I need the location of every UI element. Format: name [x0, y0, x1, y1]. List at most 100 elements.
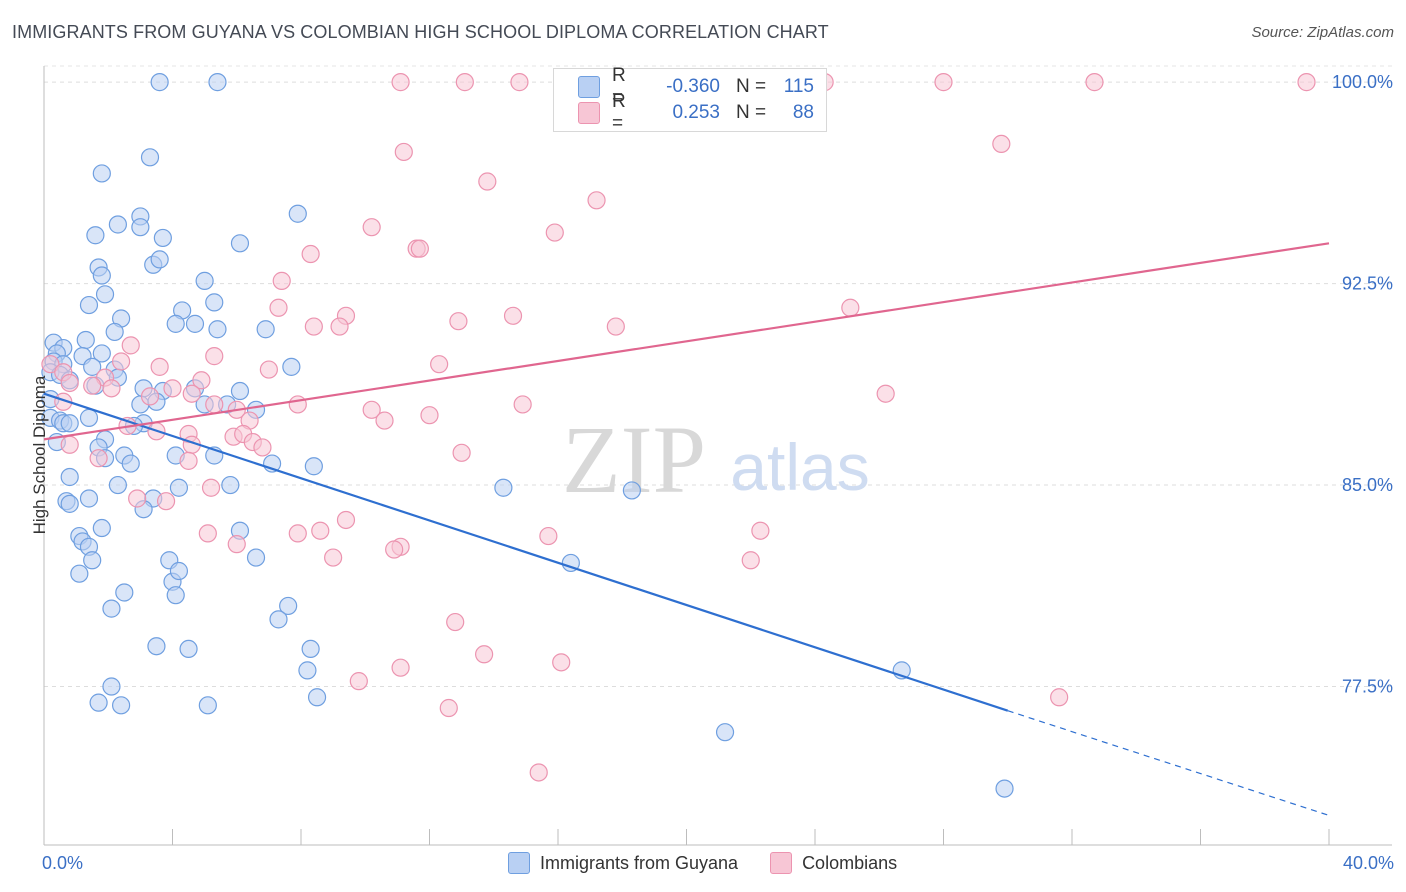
point-colombians — [391, 658, 410, 677]
legend-item-guyana[interactable]: Immigrants from Guyana — [508, 852, 738, 874]
point-colombians — [455, 73, 474, 92]
point-colombians — [288, 524, 307, 543]
point-colombians — [741, 551, 760, 570]
point-colombians — [140, 387, 160, 406]
point-colombians — [41, 355, 60, 374]
point-guyana — [76, 330, 95, 350]
source-note: Source: ZipAtlas.com — [1251, 24, 1394, 41]
point-guyana — [153, 228, 172, 248]
point-colombians — [336, 510, 356, 530]
n-label: N = — [736, 102, 767, 123]
point-guyana — [279, 596, 298, 616]
point-guyana — [198, 696, 217, 715]
point-colombians — [269, 298, 288, 317]
point-guyana — [230, 234, 250, 253]
point-guyana — [169, 478, 189, 497]
point-guyana — [83, 357, 102, 376]
r-label: R = — [612, 91, 626, 134]
trend-line-guyana-extension — [1007, 710, 1330, 817]
point-guyana — [92, 266, 111, 285]
point-guyana — [92, 164, 111, 183]
point-colombians — [1297, 73, 1316, 92]
point-colombians — [439, 698, 458, 718]
point-colombians — [876, 384, 895, 403]
point-colombians — [449, 312, 468, 331]
point-colombians — [410, 239, 429, 258]
watermark-atlas: atlas — [730, 430, 869, 504]
y-axis-label: High School Diploma — [30, 375, 49, 535]
point-colombians — [545, 223, 564, 242]
point-colombians — [362, 218, 381, 237]
y-tick-labels: 77.5% 85.0% 92.5% 100.0% — [1332, 72, 1393, 696]
point-colombians — [301, 244, 320, 264]
n-label: N = — [736, 76, 767, 97]
axes — [43, 66, 1392, 846]
point-colombians — [102, 379, 121, 398]
legend-swatch-colombians — [770, 852, 793, 874]
point-colombians — [420, 406, 439, 425]
swatch-colombians — [578, 102, 600, 124]
point-guyana — [86, 226, 105, 245]
point-guyana — [150, 73, 169, 92]
point-colombians — [841, 298, 860, 317]
point-colombians — [253, 438, 272, 457]
series-legend: Immigrants from Guyana Colombians — [508, 852, 929, 874]
point-guyana — [92, 344, 111, 363]
point-guyana — [715, 723, 735, 742]
point-colombians — [751, 521, 770, 540]
point-guyana — [269, 610, 288, 629]
point-guyana — [166, 314, 185, 333]
point-colombians — [391, 73, 410, 92]
point-guyana — [169, 561, 189, 581]
legend-label-colombians: Colombians — [802, 852, 898, 873]
n-value: 115 — [783, 76, 814, 97]
point-colombians — [259, 360, 278, 379]
point-guyana — [108, 475, 127, 495]
point-colombians — [163, 379, 182, 398]
trend-lines — [43, 242, 1330, 817]
legend-swatch-guyana — [508, 852, 530, 874]
point-colombians — [452, 443, 471, 462]
point-guyana — [115, 583, 134, 602]
point-guyana — [140, 148, 160, 167]
point-colombians — [529, 763, 548, 782]
point-colombians — [1050, 688, 1069, 707]
point-colombians — [272, 271, 291, 290]
point-guyana — [102, 599, 121, 618]
point-guyana — [60, 494, 79, 513]
point-guyana — [166, 586, 185, 605]
point-colombians — [192, 371, 211, 390]
stats-row-colombians: R = 0.253 N = 88 — [578, 91, 814, 134]
point-colombians — [182, 384, 201, 403]
point-colombians — [349, 672, 368, 691]
point-colombians — [513, 395, 532, 414]
point-colombians — [375, 411, 394, 430]
r-value: 0.253 — [672, 102, 720, 123]
point-guyana — [79, 489, 99, 508]
point-guyana — [179, 639, 198, 659]
point-guyana — [208, 320, 227, 339]
point-guyana — [121, 454, 140, 473]
n-value: 88 — [792, 102, 814, 123]
point-guyana — [221, 475, 240, 495]
point-guyana — [147, 637, 166, 656]
point-colombians — [150, 357, 169, 376]
legend-label-guyana: Immigrants from Guyana — [540, 852, 739, 873]
point-guyana — [307, 688, 327, 707]
point-guyana — [185, 314, 205, 333]
point-guyana — [282, 357, 301, 376]
point-guyana — [304, 457, 323, 476]
point-colombians — [587, 191, 606, 210]
point-guyana — [150, 250, 169, 269]
point-colombians — [60, 435, 79, 454]
point-colombians — [128, 489, 147, 508]
x-tick-label-max: 40.0% — [1342, 853, 1394, 873]
legend-item-colombians[interactable]: Colombians — [770, 852, 897, 874]
trend-line-colombians — [43, 242, 1330, 441]
point-colombians — [446, 612, 465, 632]
trend-line-guyana — [43, 392, 1009, 712]
x-tick-label-min: 0.0% — [42, 853, 84, 873]
point-guyana — [561, 553, 580, 573]
r-label: R = — [612, 65, 626, 108]
point-guyana — [131, 218, 150, 237]
